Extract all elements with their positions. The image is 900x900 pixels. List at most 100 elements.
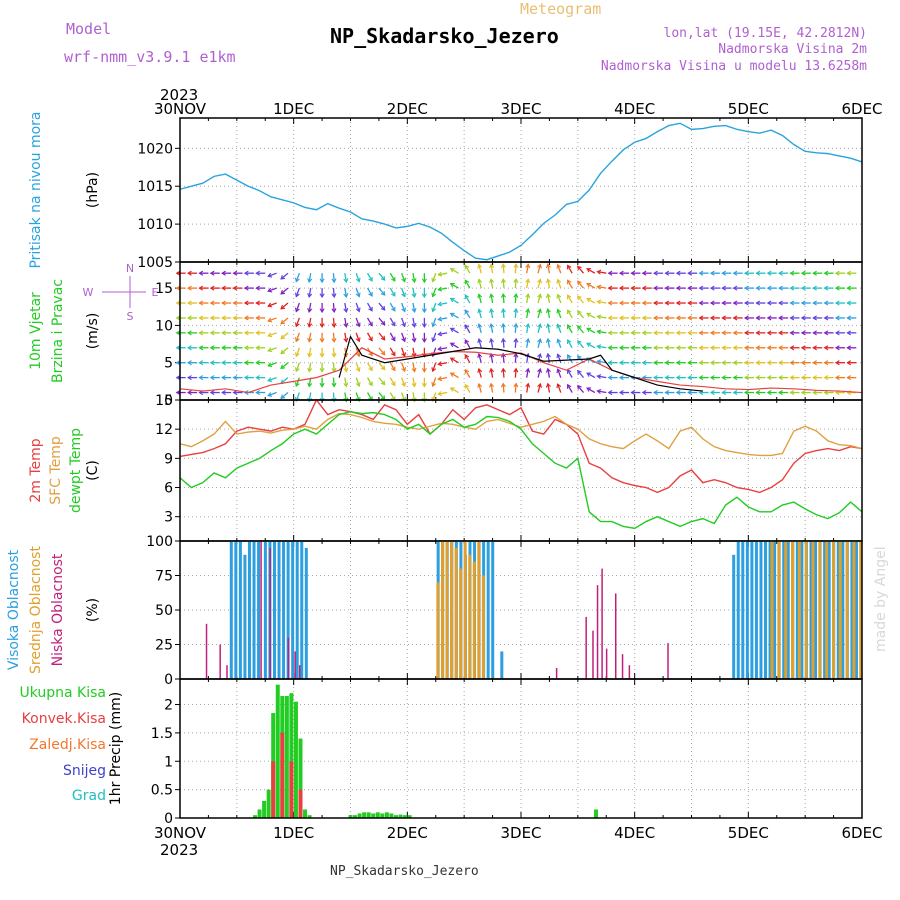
wind-arrow-head bbox=[232, 360, 238, 366]
wind-arrow-head bbox=[755, 330, 761, 336]
wind-arrow-head bbox=[687, 330, 692, 336]
wind-arrow-head bbox=[331, 352, 337, 358]
wind-arrow bbox=[432, 377, 437, 387]
wind-arrow bbox=[597, 360, 607, 364]
wind-arrow-head bbox=[846, 360, 852, 366]
wind-arrow-head bbox=[630, 330, 636, 336]
wind-arrow-head bbox=[437, 271, 443, 277]
wind-arrow bbox=[332, 332, 335, 342]
wind-arrow-head bbox=[687, 390, 692, 396]
wind-arrow-head bbox=[596, 284, 602, 290]
wind-arrow-head bbox=[464, 279, 470, 285]
wind-arrow bbox=[389, 302, 396, 312]
wind-arrow-head bbox=[391, 351, 396, 357]
wind-arrow bbox=[295, 272, 300, 282]
wind-arrow-head bbox=[778, 285, 783, 291]
wind-arrow-head bbox=[732, 285, 738, 291]
wind-arrow bbox=[577, 295, 585, 304]
wind-arrow-head bbox=[343, 352, 349, 358]
wind-arrow-head bbox=[537, 308, 543, 314]
wind-arrow-head bbox=[500, 292, 506, 298]
wind-arrow bbox=[401, 287, 406, 297]
wind-arrow-head bbox=[232, 270, 238, 276]
wind-arrow-head bbox=[221, 330, 226, 336]
wind-arrow-head bbox=[586, 372, 592, 377]
wind-arrow bbox=[412, 287, 416, 298]
wind-arrow-head bbox=[355, 367, 361, 373]
wind-arrow-head bbox=[477, 367, 483, 373]
panel-temperature: 3 6 9 12 15 (C) 2m Temp SFC Temp dewpt Temp bbox=[28, 393, 863, 542]
cloud-bar bbox=[238, 541, 242, 679]
wind-arrow-head bbox=[525, 337, 531, 343]
wind-arrow-head bbox=[232, 345, 238, 351]
wind-arrow bbox=[597, 330, 607, 334]
precip-bar bbox=[389, 813, 394, 818]
wind-arrow-head bbox=[653, 390, 658, 396]
wind-arrow-head bbox=[464, 383, 470, 389]
y-tick-label: 0 bbox=[164, 672, 173, 688]
wind-arrow-head bbox=[513, 278, 519, 283]
wind-arrow bbox=[502, 308, 505, 319]
wind-arrow-head bbox=[175, 375, 181, 381]
wind-arrow bbox=[557, 264, 562, 274]
wind-arrow-head bbox=[500, 307, 506, 313]
precip-bar bbox=[380, 813, 385, 818]
wind-arrow-head bbox=[577, 280, 582, 286]
wind-arrow bbox=[478, 368, 482, 378]
y-tick-label: 12 bbox=[155, 422, 173, 438]
y-tick-label: 15 bbox=[155, 281, 173, 297]
wind-arrow-head bbox=[846, 285, 852, 291]
wind-arrow-head bbox=[607, 345, 613, 351]
wind-arrow-head bbox=[675, 315, 681, 321]
wind-arrow-head bbox=[267, 347, 273, 353]
wind-arrow-head bbox=[778, 360, 783, 366]
cloud-bar bbox=[736, 541, 740, 679]
wind-arrow-head bbox=[209, 300, 215, 306]
wind-arrow bbox=[502, 323, 505, 333]
cloud-bar bbox=[773, 541, 777, 679]
wind-arrow-head bbox=[209, 360, 215, 366]
unit-label: (m/s) bbox=[85, 313, 101, 350]
wind-arrow-head bbox=[307, 337, 313, 343]
cloud-bar bbox=[445, 541, 449, 679]
wind-arrow-head bbox=[431, 367, 437, 373]
wind-arrow-head bbox=[618, 390, 624, 396]
cloud-bar bbox=[814, 541, 818, 679]
wind-arrow bbox=[547, 294, 551, 304]
wind-arrow bbox=[464, 339, 471, 349]
wind-arrow bbox=[514, 383, 517, 393]
wind-arrow-head bbox=[732, 390, 738, 396]
wind-arrow-head bbox=[401, 367, 407, 373]
wind-arrow-head bbox=[343, 382, 349, 388]
wind-arrow-head bbox=[437, 316, 443, 322]
wind-compass: N S E W bbox=[83, 262, 159, 323]
wind-arrow-head bbox=[255, 375, 260, 381]
wind-arrow-head bbox=[391, 276, 396, 282]
y-tick-label: 50 bbox=[155, 603, 173, 619]
cloud-bar bbox=[667, 643, 669, 679]
x-tick-label-top: 6DEC bbox=[841, 100, 882, 118]
cloud-bar bbox=[234, 541, 238, 679]
x-tick-label-top: 30NOV bbox=[154, 100, 207, 118]
wind-arrow-head bbox=[641, 360, 647, 366]
precip-bar bbox=[303, 809, 308, 818]
precip-bar bbox=[594, 809, 599, 818]
wind-arrow-head bbox=[489, 278, 495, 284]
wind-arrow bbox=[378, 302, 386, 311]
wind-arrow-head bbox=[567, 324, 572, 330]
wind-arrow bbox=[450, 342, 459, 349]
wind-arrow bbox=[280, 347, 289, 355]
wind-arrow-head bbox=[513, 337, 519, 343]
cloud-bar bbox=[440, 541, 444, 679]
wind-arrow bbox=[401, 377, 406, 387]
wind-arrow-head bbox=[732, 345, 738, 351]
wind-arrow-head bbox=[698, 300, 704, 306]
cloud-bar bbox=[852, 541, 856, 679]
wind-arrow bbox=[378, 272, 386, 281]
wind-arrow-head bbox=[823, 345, 829, 351]
wind-arrow-head bbox=[280, 349, 286, 355]
wind-arrow bbox=[450, 268, 459, 274]
wind-arrow bbox=[537, 294, 542, 304]
wind-arrow-head bbox=[198, 300, 204, 306]
